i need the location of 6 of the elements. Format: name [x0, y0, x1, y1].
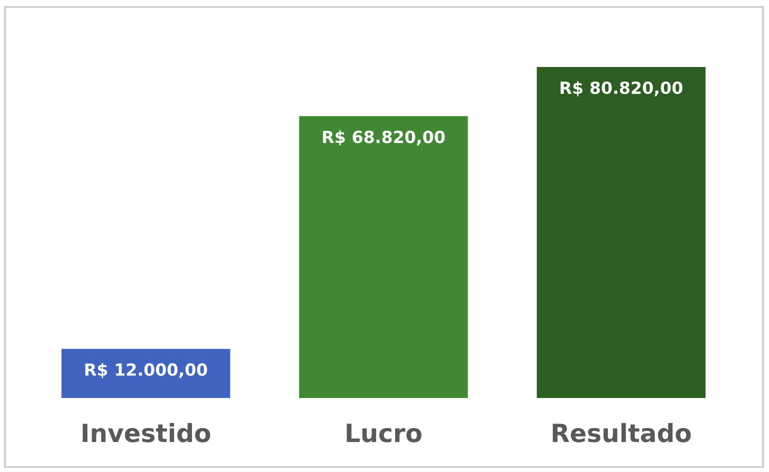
- data-label: R$ 12.000,00: [85, 363, 208, 378]
- data-label: R$ 80.820,00: [560, 81, 682, 96]
- x-tick-label: Resultado: [552, 423, 691, 442]
- x-tick-label: Investido: [82, 423, 210, 442]
- x-tick-label: Lucro: [346, 424, 422, 442]
- data-label: R$ 68.820,00: [322, 130, 445, 146]
